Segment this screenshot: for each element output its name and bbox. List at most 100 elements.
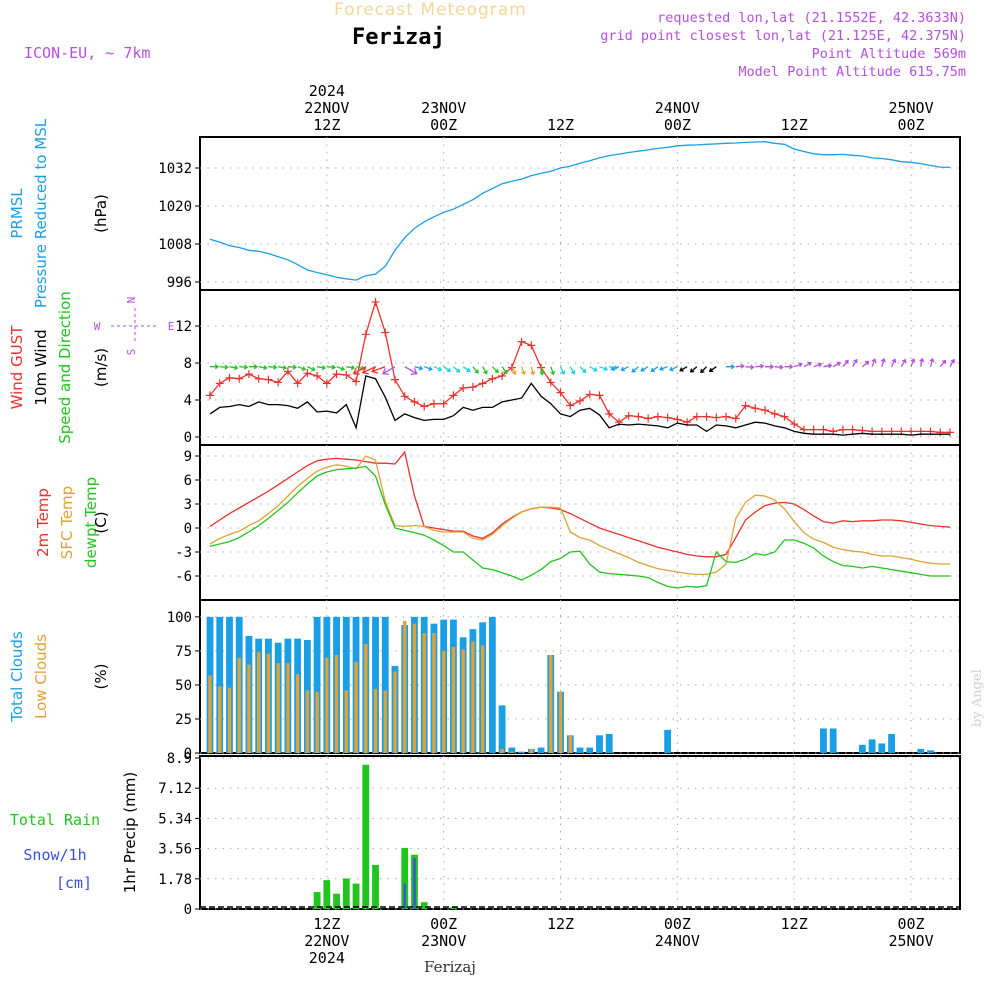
clouds-bar-total-clouds [518,751,525,753]
clouds-bar-total-clouds [498,705,506,753]
clouds-bar-low-clouds [471,641,475,753]
precip-panel-frame [199,755,961,910]
wind-direction-arrow [784,364,794,370]
wind-direction-arrow [423,366,433,371]
gust-point [235,374,244,383]
pressure-ytick: 1032 [158,161,192,177]
top-time-label: 25NOV [888,99,933,117]
gust-point [342,371,351,380]
clouds-bar-low-clouds [383,690,387,753]
gust-point [848,425,857,434]
clouds-bar-low-clouds [480,645,485,753]
clouds-bar-total-clouds [829,728,837,753]
wind-ytick: 4 [184,393,192,409]
clouds-bar-low-clouds [461,649,465,753]
gust-point [244,370,253,379]
gust-point [478,379,487,388]
wind-direction-arrow [726,364,736,370]
bottom-time-label: 12Z [313,915,340,933]
wind-ylabel: Wind GUST [8,325,26,410]
gust-point [653,412,662,421]
wind-direction-arrow [297,366,307,371]
wind-direction-arrow [539,366,545,376]
clouds-bar-low-clouds [344,690,349,753]
clouds-bar-low-clouds [218,686,222,753]
clouds-bar-low-clouds [558,691,563,753]
precip-ytick: 1.78 [158,872,192,888]
precip-label-unit: [cm] [56,874,92,892]
clouds-bar-total-clouds [878,743,886,753]
bottom-time-label: 00Z [664,915,691,933]
gust-point [780,412,789,421]
bottom-time-label: 23NOV [421,932,466,950]
clouds-bar-low-clouds [227,687,232,753]
bottom-time-label: 00Z [898,915,925,933]
gust-point [556,388,565,397]
top-time-label: 22NOV [304,99,349,117]
wind-direction-arrow [404,366,418,375]
precip-bar-total-rain [362,764,370,909]
gust-point [634,412,643,421]
gust-point [722,412,731,421]
clouds-bar-total-clouds [888,733,895,753]
gust-point [274,378,283,387]
clouds-ytick: 50 [175,678,192,694]
gust-point [576,396,584,405]
clouds-bar-total-clouds [226,616,233,753]
wind-direction-arrow [239,364,249,370]
clouds-ytick: 75 [175,644,192,660]
top-time-label: 00Z [664,116,691,134]
gust-point [605,409,614,418]
clouds-bar-total-clouds [868,739,876,753]
top-time-label: 24NOV [655,99,700,117]
wind-direction-arrow [949,358,955,368]
gust-point [488,374,497,383]
clouds-bar-total-clouds [858,744,866,753]
clouds-bar-low-clouds [393,671,397,753]
gust-point [215,379,224,388]
wind-ytick: 0 [184,430,192,446]
wind-direction-arrow [813,362,823,368]
pressure-ytick: 1008 [158,237,192,253]
temperature-ylabel: (C) [92,511,110,533]
wind-direction-arrow [278,365,288,371]
wind-direction-arrow [871,358,877,367]
precip-ytick: 0 [184,902,192,918]
compass-rose [111,308,159,344]
precip-ytick: 3.56 [158,842,192,858]
temperature-ytick: 6 [184,473,192,489]
gust-point [595,391,604,400]
precip-label-snow: Snow/1h [23,846,86,864]
gust-point [303,369,312,378]
clouds-bar-low-clouds [432,633,436,753]
wind-direction-arrow [689,366,698,373]
wind-direction-arrow [589,366,598,372]
wind-direction-arrow [326,364,336,370]
wind-direction-arrow [371,366,386,374]
gust-point [761,406,769,415]
temperature-series-sfc-temp [209,455,950,576]
wind-direction-arrow [910,358,916,367]
wind-direction-arrow [832,361,842,368]
point-altitude: Point Altitude 569m [811,46,966,62]
gust-point [332,370,341,379]
pressure-ylabel: Pressure Reduced to MSL [32,118,50,308]
clouds-bar-low-clouds [247,664,251,753]
wind-direction-arrow [559,366,566,375]
bottom-time-label: 25NOV [888,932,933,950]
clouds-bar-low-clouds [208,675,212,753]
gust-point [819,425,828,434]
temperature-series-2m-temp [209,450,951,558]
wind-direction-arrow [268,364,278,370]
clouds-bar-total-clouds [216,616,224,753]
clouds-bar-low-clouds [325,657,329,753]
clouds-ytick: 25 [175,712,192,728]
temperature-ytick: -6 [175,569,192,585]
gust-point [838,425,847,434]
clouds-bar-total-clouds [313,616,321,753]
compass-north: N [125,297,138,304]
gust-point [731,414,740,423]
clouds-ylabel: Total Clouds [8,631,26,723]
temperature-ytick: 0 [184,521,192,537]
temperature-series-dewpt-temp [209,465,950,589]
